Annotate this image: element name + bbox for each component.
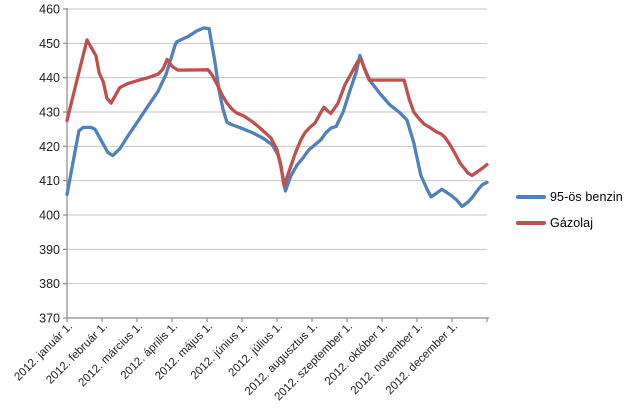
y-axis-label: 430 [39,106,60,120]
y-axis-label: 370 [39,312,60,326]
legend: 95-ös benzin Gázolaj [516,184,623,236]
gazolaj-line-swatch [516,221,546,225]
y-axis-label: 390 [39,243,60,257]
series-line-gazolaj [65,38,489,188]
benzin-line-swatch [516,195,546,199]
series-line-benzin [65,26,489,209]
legend-label-benzin: 95-ös benzin [550,190,623,204]
y-axis-label: 410 [39,174,60,188]
legend-item-benzin: 95-ös benzin [516,184,623,210]
y-axis-label: 420 [39,140,60,154]
y-axis-label: 380 [39,277,60,291]
y-axis-label: 460 [39,3,60,17]
y-axis-label: 450 [39,37,60,51]
legend-item-gazolaj: Gázolaj [516,210,623,236]
x-axis-label: 2012. február 1. [44,321,110,387]
x-axis-label: 2012. október 1. [323,321,390,388]
y-axis-label: 400 [39,209,60,223]
legend-label-gazolaj: Gázolaj [550,216,594,230]
x-axis-label: 2012. március 1. [77,321,146,390]
y-axis-label: 440 [39,71,60,85]
x-axis-label: 2012. január 1. [12,321,75,384]
